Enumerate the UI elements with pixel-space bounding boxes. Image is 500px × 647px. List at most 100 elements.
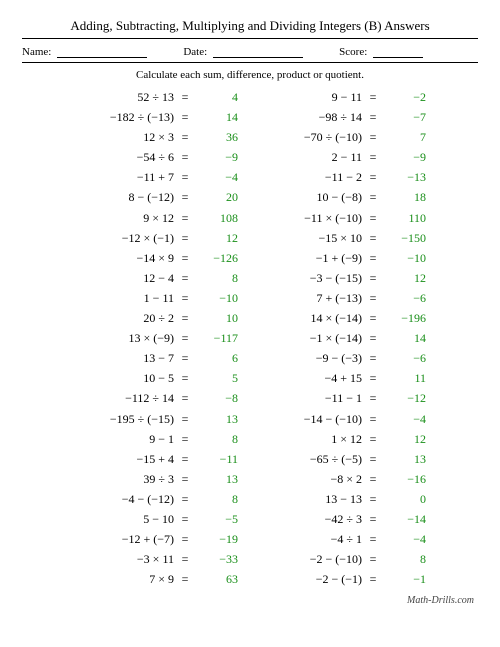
answer: −8 — [196, 388, 238, 408]
answer: 20 — [196, 187, 238, 207]
equals-sign: = — [362, 187, 384, 207]
expression: 8 − (−12) — [74, 187, 174, 207]
answer: −1 — [384, 569, 426, 589]
problem-row: 7 + (−13)=−6 — [262, 288, 426, 308]
answer: −150 — [384, 228, 426, 248]
answer: 14 — [384, 328, 426, 348]
equals-sign: = — [362, 368, 384, 388]
expression: −4 − (−12) — [74, 489, 174, 509]
answer: −126 — [196, 248, 238, 268]
answer: −10 — [384, 248, 426, 268]
score-label: Score: — [339, 46, 367, 58]
problem-row: −2 − (−1)=−1 — [262, 569, 426, 589]
problem-row: 12 − 4=8 — [74, 268, 238, 288]
equals-sign: = — [174, 569, 196, 589]
equals-sign: = — [174, 469, 196, 489]
answer: −33 — [196, 549, 238, 569]
problem-row: −9 − (−3)=−6 — [262, 348, 426, 368]
expression: 1 × 12 — [262, 429, 362, 449]
answer: −14 — [384, 509, 426, 529]
expression: −15 × 10 — [262, 228, 362, 248]
answer: 14 — [196, 107, 238, 127]
name-blank[interactable] — [57, 45, 147, 58]
expression: 39 ÷ 3 — [74, 469, 174, 489]
problem-row: 9 − 11=−2 — [262, 87, 426, 107]
equals-sign: = — [174, 449, 196, 469]
equals-sign: = — [362, 348, 384, 368]
equals-sign: = — [362, 308, 384, 328]
equals-sign: = — [362, 569, 384, 589]
answer: −4 — [384, 529, 426, 549]
equals-sign: = — [362, 268, 384, 288]
answer: 12 — [384, 429, 426, 449]
problem-row: 8 − (−12)=20 — [74, 187, 238, 207]
problem-row: 2 − 11=−9 — [262, 147, 426, 167]
expression: 13 × (−9) — [74, 328, 174, 348]
answer: 0 — [384, 489, 426, 509]
expression: 9 − 1 — [74, 429, 174, 449]
problem-row: 12 × 3=36 — [74, 127, 238, 147]
expression: 9 × 12 — [74, 208, 174, 228]
expression: −98 ÷ 14 — [262, 107, 362, 127]
problem-row: −11 + 7=−4 — [74, 167, 238, 187]
answer: −11 — [196, 449, 238, 469]
problem-row: 1 − 11=−10 — [74, 288, 238, 308]
expression: −3 − (−15) — [262, 268, 362, 288]
equals-sign: = — [362, 409, 384, 429]
expression: −65 ÷ (−5) — [262, 449, 362, 469]
problem-row: −3 − (−15)=12 — [262, 268, 426, 288]
problem-row: 1 × 12=12 — [262, 429, 426, 449]
equals-sign: = — [362, 147, 384, 167]
column-left: 52 ÷ 13=4−182 ÷ (−13)=1412 × 3=36−54 ÷ 6… — [74, 87, 238, 589]
equals-sign: = — [362, 228, 384, 248]
expression: −3 × 11 — [74, 549, 174, 569]
problem-row: −4 ÷ 1=−4 — [262, 529, 426, 549]
expression: −11 × (−10) — [262, 208, 362, 228]
equals-sign: = — [362, 509, 384, 529]
answer: 12 — [196, 228, 238, 248]
problem-row: 52 ÷ 13=4 — [74, 87, 238, 107]
equals-sign: = — [174, 489, 196, 509]
answer: 13 — [196, 469, 238, 489]
date-blank[interactable] — [213, 45, 303, 58]
equals-sign: = — [174, 208, 196, 228]
equals-sign: = — [362, 388, 384, 408]
answer: 18 — [384, 187, 426, 207]
equals-sign: = — [174, 127, 196, 147]
answer: 8 — [196, 268, 238, 288]
problem-columns: 52 ÷ 13=4−182 ÷ (−13)=1412 × 3=36−54 ÷ 6… — [22, 87, 478, 589]
problem-row: −12 × (−1)=12 — [74, 228, 238, 248]
answer: −19 — [196, 529, 238, 549]
answer: 63 — [196, 569, 238, 589]
expression: 10 − (−8) — [262, 187, 362, 207]
problem-row: −4 − (−12)=8 — [74, 489, 238, 509]
page-title: Adding, Subtracting, Multiplying and Div… — [22, 18, 478, 34]
equals-sign: = — [174, 107, 196, 127]
problem-row: −4 + 15=11 — [262, 368, 426, 388]
answer: −4 — [196, 167, 238, 187]
expression: −182 ÷ (−13) — [74, 107, 174, 127]
expression: −195 ÷ (−15) — [74, 409, 174, 429]
equals-sign: = — [174, 167, 196, 187]
answer: 8 — [196, 429, 238, 449]
answer: 13 — [384, 449, 426, 469]
score-blank[interactable] — [373, 45, 423, 58]
equals-sign: = — [362, 167, 384, 187]
equals-sign: = — [174, 529, 196, 549]
expression: −1 × (−14) — [262, 328, 362, 348]
problem-row: −65 ÷ (−5)=13 — [262, 449, 426, 469]
equals-sign: = — [362, 549, 384, 569]
answer: 13 — [196, 409, 238, 429]
expression: −54 ÷ 6 — [74, 147, 174, 167]
expression: −2 − (−10) — [262, 549, 362, 569]
expression: 14 × (−14) — [262, 308, 362, 328]
equals-sign: = — [362, 529, 384, 549]
expression: −4 ÷ 1 — [262, 529, 362, 549]
problem-row: 13 − 7=6 — [74, 348, 238, 368]
answer: −16 — [384, 469, 426, 489]
problem-row: −14 − (−10)=−4 — [262, 409, 426, 429]
meta-row: Name: Date: Score: — [22, 45, 478, 58]
equals-sign: = — [362, 248, 384, 268]
answer: −2 — [384, 87, 426, 107]
expression: −8 × 2 — [262, 469, 362, 489]
